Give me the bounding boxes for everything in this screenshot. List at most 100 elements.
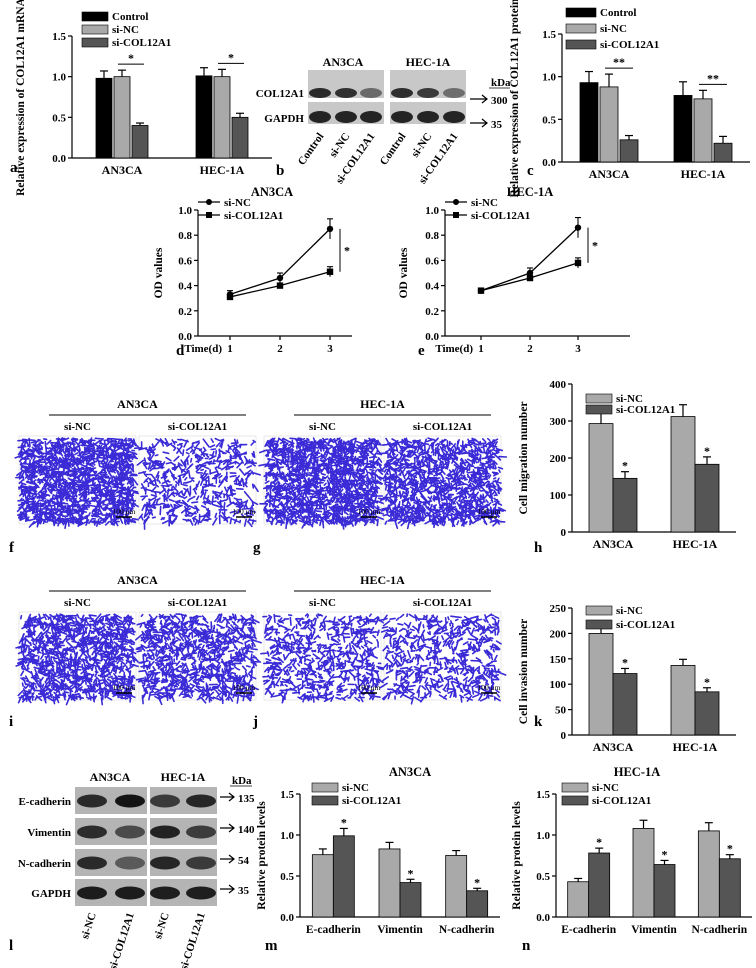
y-tick-label: 300 [550, 416, 567, 428]
band-N-cadherin [77, 856, 107, 870]
y-axis-label: OD values [153, 247, 165, 298]
point-si-COL12A1 [276, 282, 284, 289]
significance-mark: * [128, 51, 134, 65]
legend-marker [206, 199, 212, 205]
y-tick-label: 0.8 [178, 230, 192, 242]
significance-mark: * [622, 655, 628, 669]
category-label: AN3CA [593, 537, 634, 551]
band-E-cadherin [77, 794, 107, 808]
y-tick-label: 1.0 [536, 830, 550, 842]
significance-mark: * [344, 243, 350, 257]
legend-label: si-COL12A1 [600, 39, 659, 51]
bar-si-NC [213, 76, 231, 159]
significance-mark: * [228, 50, 234, 64]
legend-swatch [585, 619, 613, 630]
band-COL12A1 [391, 88, 413, 98]
y-axis-label: Relative expression of COL12A1 mRNA [15, 0, 27, 196]
x-tick-label: 3 [327, 343, 333, 355]
point-si-COL12A1 [574, 259, 582, 267]
y-tick-label: 1.5 [542, 29, 556, 41]
category-label: HEC-1A [673, 537, 718, 551]
y-tick-label: 0.5 [536, 871, 550, 883]
bar-Control [195, 75, 213, 159]
panel-letter-a: a [10, 160, 18, 176]
bar-si-NC [311, 854, 334, 918]
legend-swatch [585, 404, 613, 415]
y-tick-label: 0.2 [178, 306, 192, 318]
point-si-NC [326, 225, 334, 233]
blot-row-label: Vimentin [27, 827, 71, 839]
bar-si-COL12A1 [466, 890, 489, 918]
chart-title: AN3CA [251, 185, 293, 199]
band-N-cadherin [186, 856, 216, 870]
y-tick-label: 150 [550, 654, 567, 666]
band-Vimentin [77, 825, 107, 839]
legend-label: Control [112, 11, 148, 23]
x-tick-label: 1 [227, 343, 233, 355]
scale-bar-label: 100 μm [478, 507, 501, 516]
bar-si-NC [588, 633, 614, 736]
bar-si-NC [378, 848, 401, 918]
bar-Control [579, 82, 599, 163]
y-tick-label: 0 [561, 527, 567, 539]
y-tick-label: 200 [550, 453, 567, 465]
legend-label: si-NC [471, 197, 498, 209]
band-GAPDH [391, 111, 413, 123]
band-Vimentin [150, 825, 180, 839]
marker-arrow [470, 118, 488, 128]
category-label: AN3CA [593, 740, 634, 754]
lane-label: si-NC [327, 131, 352, 160]
bar-si-NC [567, 881, 590, 918]
band-COL12A1 [335, 88, 357, 98]
panel-letter-e: e [418, 343, 425, 359]
category-label: N-cadherin [439, 924, 495, 936]
legend-swatch [585, 605, 613, 616]
scale-bar-label: 100 μm [113, 683, 136, 692]
band-E-cadherin [186, 794, 216, 808]
legend-label: si-NC [342, 782, 369, 794]
point-si-NC [574, 224, 582, 231]
lane-label: si-NC [152, 911, 172, 940]
band-GAPDH [360, 111, 382, 123]
y-axis-label: Relative protein levels [511, 801, 523, 910]
bar-si-COL12A1 [332, 835, 355, 918]
point-si-NC [276, 274, 284, 282]
legend-swatch [561, 782, 589, 793]
band-GAPDH [335, 111, 357, 123]
legend-label: si-NC [592, 782, 619, 794]
y-tick-label: 0.6 [178, 255, 192, 267]
marker-arrow [470, 94, 488, 104]
legend-label: si-COL12A1 [224, 210, 283, 222]
stained-cells [378, 613, 507, 705]
bar-si-COL12A1 [231, 116, 249, 159]
legend-label: si-COL12A1 [616, 404, 675, 416]
panel-letter-j: j [252, 714, 258, 730]
y-tick-label: 0.4 [178, 281, 192, 293]
category-label: Vimentin [377, 924, 423, 936]
significance-mark: ** [613, 55, 625, 69]
lane-label: si-NC [79, 911, 99, 940]
lane-label: si-NC [409, 131, 434, 160]
y-axis-label: Relative expression of COL12A1 protein [509, 0, 521, 197]
y-tick-label: 0.0 [52, 153, 66, 165]
category-label: AN3CA [589, 167, 630, 181]
marker-arrow [220, 884, 235, 894]
legend-label: si-NC [616, 605, 643, 617]
category-label: E-cadherin [561, 924, 617, 936]
band-N-cadherin [150, 856, 180, 870]
panel-letter-i: i [9, 714, 13, 730]
blot-row-label: E-cadherin [18, 796, 71, 808]
significance-mark: * [592, 238, 598, 252]
x-tick-label: 2 [527, 343, 533, 355]
lane-label: Control [378, 131, 409, 168]
stained-cells [260, 613, 387, 704]
kda-value: 300 [491, 95, 508, 107]
significance-mark: ** [707, 71, 719, 85]
blot-row-label: COL12A1 [256, 88, 304, 100]
bar-si-COL12A1 [718, 858, 741, 918]
panel-letter-k: k [534, 714, 543, 730]
panel-letter-g: g [253, 540, 261, 556]
legend-swatch [81, 24, 109, 35]
y-tick-label: 1.0 [542, 72, 556, 84]
marker-arrow [220, 792, 235, 802]
